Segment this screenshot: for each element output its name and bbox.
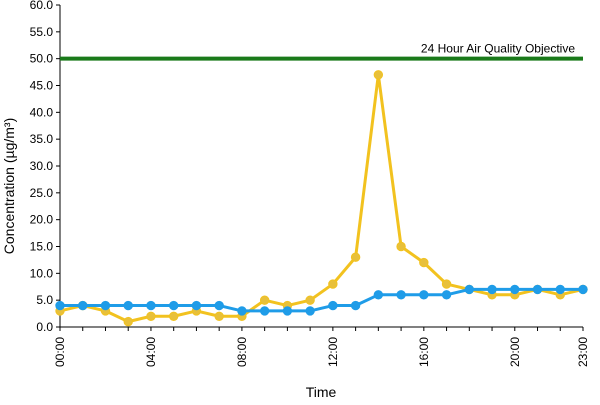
y-tick-label: 10.0 <box>30 266 54 280</box>
y-tick-label: 55.0 <box>30 25 54 39</box>
series-2-point <box>396 290 406 300</box>
x-tick-label: 12:00 <box>326 337 340 367</box>
x-tick-label: 00:00 <box>53 337 67 367</box>
y-tick-label: 40.0 <box>30 105 54 119</box>
series-1-point <box>373 70 384 80</box>
series-2-point <box>510 284 520 295</box>
series-2-point <box>305 306 315 316</box>
air-quality-objective-label: 24 Hour Air Quality Objective <box>421 42 575 56</box>
series-2-point <box>282 306 293 316</box>
reference-line-group: 24 Hour Air Quality Objective <box>60 42 583 61</box>
y-tick-label: 30.0 <box>30 159 54 173</box>
x-tick-label: 04:00 <box>144 337 158 367</box>
series-2-point <box>373 290 384 300</box>
y-tick-label: 20.0 <box>30 213 54 227</box>
y-tick-label: 0.0 <box>36 320 53 334</box>
series-2-point <box>350 300 361 311</box>
x-axis-title: Time <box>306 384 337 400</box>
series-1-point <box>328 279 338 289</box>
series-2-point <box>532 284 543 295</box>
axes: 0.0 5.0 10.0 15.0 20.0 25.0 30.0 35.0 40.0 45.0 50… <box>30 0 590 367</box>
series-2-point <box>214 300 224 311</box>
y-tick-label: 50.0 <box>30 52 54 66</box>
y-tick-label: 15.0 <box>30 240 54 254</box>
y-tick-label: 25.0 <box>30 186 54 200</box>
y-tick-label: 35.0 <box>30 132 54 146</box>
series-1-point <box>441 279 452 289</box>
series-2-point <box>487 284 497 295</box>
series-2-point <box>578 284 588 295</box>
x-tick-label: 16:00 <box>417 337 431 367</box>
series-group <box>55 70 588 327</box>
series-1-point <box>419 257 429 268</box>
series-2-point <box>555 284 565 295</box>
series-2-point <box>191 300 202 311</box>
series-2-point <box>100 300 111 311</box>
series-2-point <box>464 284 475 295</box>
y-tick-label: 5.0 <box>36 293 53 307</box>
series-2-point <box>168 300 179 311</box>
series-1-point <box>168 311 179 321</box>
series-1-line <box>59 73 584 324</box>
series-2-point <box>441 290 452 300</box>
series-2-point <box>123 300 133 311</box>
y-tick-label: 60.0 <box>30 0 54 12</box>
series-1-point <box>259 295 270 305</box>
y-axis-title: Concentration (µg/m³) <box>1 118 17 254</box>
x-tick-label: 20:00 <box>508 337 522 367</box>
series-2-point <box>146 300 156 311</box>
series-2-point <box>419 290 429 300</box>
x-tick-label: 23:00 <box>576 337 590 367</box>
series-2-point <box>78 300 88 311</box>
series-2-point <box>328 300 338 311</box>
series-2-point <box>237 306 247 316</box>
series-1 <box>55 70 588 327</box>
series-1-point <box>214 311 224 321</box>
series-1-point <box>305 295 315 305</box>
series-1-point <box>123 316 133 327</box>
series-2 <box>55 284 588 316</box>
series-2-point <box>259 306 270 316</box>
series-2-point <box>55 300 65 311</box>
x-tick-label: 08:00 <box>235 337 249 367</box>
series-1-point <box>146 311 156 321</box>
series-1-point <box>396 241 406 252</box>
y-tick-label: 45.0 <box>30 79 54 93</box>
series-1-point <box>350 252 361 262</box>
